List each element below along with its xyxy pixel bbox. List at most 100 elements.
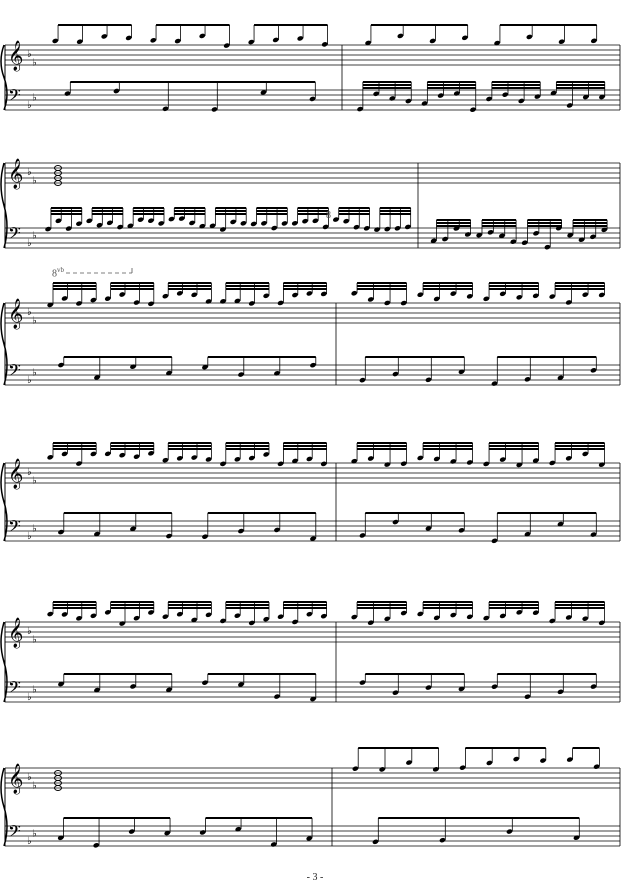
note-head (234, 298, 241, 304)
note-head (433, 615, 440, 621)
note-head (52, 38, 59, 44)
note-head (312, 218, 319, 224)
note-head (191, 455, 198, 460)
note-head (513, 756, 520, 762)
note-head (491, 684, 498, 689)
note-head (582, 616, 589, 621)
treble-clef-icon: 𝄞 (8, 763, 23, 795)
note-head (483, 615, 490, 621)
note-head (590, 532, 597, 537)
note-head (260, 90, 267, 95)
note-head (367, 297, 374, 302)
grand-staff-brace (0, 621, 8, 703)
note-head (400, 610, 407, 616)
note-head (565, 300, 572, 305)
treble-clef-icon: 𝄞 (8, 158, 23, 190)
treble-clef-icon: 𝄞 (8, 617, 23, 649)
whole-note-head (54, 180, 62, 186)
note-head (250, 221, 257, 227)
note-head (590, 234, 596, 240)
note-head (534, 94, 541, 99)
note-head (432, 767, 439, 772)
note-head (176, 455, 183, 461)
note-head (113, 88, 120, 94)
grand-staff-brace (0, 302, 8, 386)
note-head (491, 381, 498, 386)
note-head (168, 216, 175, 222)
flat-icon: ♭ (27, 836, 32, 847)
note-head (147, 218, 154, 223)
note-head (565, 455, 572, 461)
note-head (86, 218, 93, 224)
flat-icon: ♭ (32, 829, 37, 840)
note-head (248, 39, 255, 45)
note-head (158, 221, 165, 226)
note-head (532, 610, 539, 616)
flat-icon: ♭ (32, 635, 37, 646)
note-head (191, 292, 198, 298)
flat-icon: ♭ (27, 467, 32, 478)
flat-icon: ♭ (27, 692, 32, 703)
note-head (274, 694, 280, 699)
note-head (309, 96, 316, 102)
note-head (76, 616, 82, 621)
bass-clef-icon: 𝄢 (8, 360, 21, 384)
note-head (417, 455, 424, 461)
note-head (524, 694, 531, 699)
note-head (76, 461, 82, 466)
note-head (470, 107, 476, 113)
bass-clef-icon: 𝄢 (8, 223, 21, 247)
note-head (297, 36, 304, 41)
note-head (220, 461, 226, 467)
note-head (466, 614, 473, 620)
flat-icon: ♭ (32, 524, 37, 535)
note-head (202, 680, 208, 685)
note-head (166, 533, 172, 539)
note-head (353, 224, 360, 230)
note-head (76, 39, 83, 45)
note-head (590, 368, 597, 373)
note-head (137, 217, 144, 222)
note-head (524, 377, 531, 382)
note-head (128, 829, 135, 834)
note-head (363, 225, 370, 231)
flat-icon: ♭ (27, 307, 32, 318)
note-head (557, 375, 564, 381)
grand-staff-brace (0, 462, 8, 542)
note-head (58, 681, 64, 687)
note-head (405, 98, 412, 104)
note-head (234, 613, 241, 618)
note-head (55, 218, 62, 224)
note-head (130, 364, 136, 370)
note-head (499, 233, 505, 239)
note-head (205, 299, 212, 304)
note-head (57, 835, 64, 841)
note-head (248, 455, 255, 461)
note-head (524, 531, 531, 537)
flat-icon: ♭ (32, 476, 37, 487)
note-head (310, 362, 316, 368)
note-head (532, 293, 539, 299)
note-head (277, 300, 284, 306)
note-head (205, 612, 212, 618)
note-head (450, 459, 457, 464)
bass-clef-icon: 𝄢 (8, 821, 21, 845)
note-head (550, 90, 557, 96)
note-head (499, 291, 506, 297)
note-head (549, 618, 556, 624)
note-head (211, 107, 218, 112)
note-head (421, 101, 428, 106)
treble-clef-icon: 𝄞 (8, 458, 23, 490)
note-head (65, 226, 72, 231)
note-head (220, 618, 226, 624)
flat-icon: ♭ (27, 375, 32, 386)
note-head (306, 611, 313, 617)
note-head (302, 218, 309, 224)
note-head (558, 39, 565, 45)
note-head (162, 106, 169, 112)
note-head (532, 458, 539, 463)
note-head (458, 686, 465, 692)
note-head (433, 296, 440, 302)
note-head (404, 224, 411, 230)
note-head (321, 42, 328, 47)
